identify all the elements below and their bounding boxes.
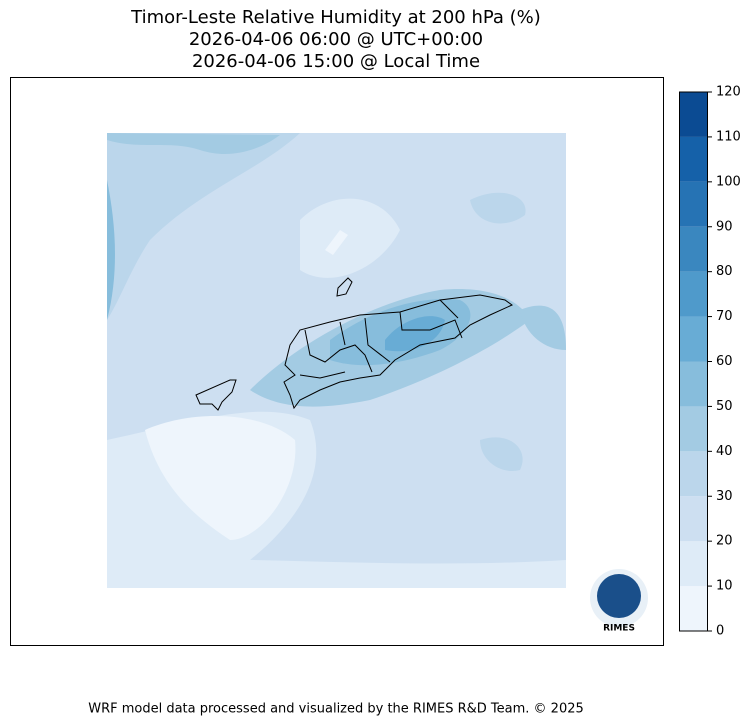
colorbar-tick-label: 90 bbox=[716, 219, 733, 234]
colorbar-segment bbox=[679, 271, 708, 317]
colorbar-tick-label: 20 bbox=[716, 534, 733, 549]
humidity-field bbox=[107, 133, 566, 588]
title-line: 2026-04-06 15:00 @ Local Time bbox=[192, 51, 480, 72]
colorbar-segment bbox=[679, 226, 708, 272]
colorbar: 0 10 20 30 40 50 60 70 80 90 100 110 120 bbox=[679, 85, 741, 639]
colorbar-segment bbox=[679, 316, 708, 362]
colorbar-tick-label: 30 bbox=[716, 489, 733, 504]
colorbar-tick-label: 120 bbox=[716, 85, 741, 100]
colorbar-segment bbox=[679, 136, 708, 182]
colorbar-tick-label: 80 bbox=[716, 264, 733, 279]
colorbar-tick-label: 100 bbox=[716, 174, 741, 189]
colorbar-segment bbox=[679, 361, 708, 407]
colorbar-frame bbox=[679, 91, 708, 632]
boundaries bbox=[195, 277, 513, 411]
colorbar-segment bbox=[679, 92, 708, 137]
logo: RIMES bbox=[590, 569, 648, 634]
colorbar-tick-label: 50 bbox=[716, 399, 733, 414]
colorbar-tick-label: 40 bbox=[716, 444, 733, 459]
colorbar-tick-label: 110 bbox=[716, 129, 741, 144]
colorbar-segment bbox=[679, 181, 708, 227]
title-line: Timor-Leste Relative Humidity at 200 hPa… bbox=[130, 7, 541, 28]
logo-text: RIMES bbox=[603, 624, 635, 634]
colorbar-segment bbox=[679, 586, 708, 631]
colorbar-tick-label: 10 bbox=[716, 579, 733, 594]
colorbar-segment bbox=[679, 541, 708, 587]
footer: WRF model data processed and visualized … bbox=[88, 702, 584, 717]
colorbar-tick-label: 60 bbox=[716, 354, 733, 369]
colorbar-tick-label: 0 bbox=[716, 624, 724, 639]
colorbar-tick-label: 70 bbox=[716, 309, 733, 324]
colorbar-segment bbox=[679, 496, 708, 542]
colorbar-segment bbox=[679, 451, 708, 497]
title-line: 2026-04-06 06:00 @ UTC+00:00 bbox=[189, 29, 483, 50]
colorbar-segment bbox=[679, 406, 708, 452]
